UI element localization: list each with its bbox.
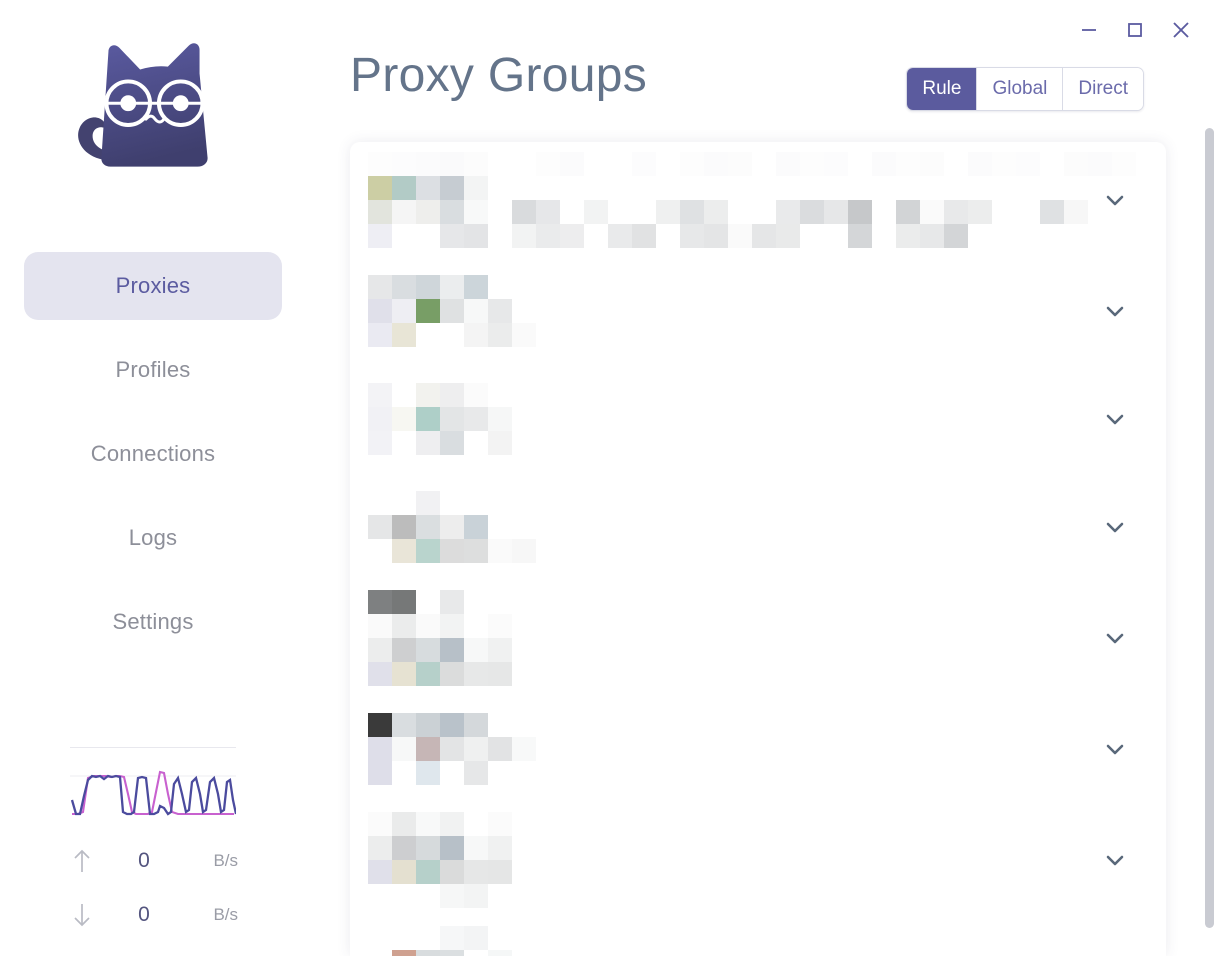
mode-button-label: Global (992, 78, 1048, 99)
sidebar-item-label: Connections (90, 441, 216, 466)
sidebar-item-settings[interactable]: Settings (24, 588, 282, 656)
sidebar-item-connections[interactable]: Connections (24, 420, 282, 488)
chevron-down-icon[interactable] (1102, 298, 1128, 324)
sidebar-item-label: Settings (112, 609, 194, 634)
chevron-down-icon[interactable] (1102, 187, 1128, 213)
sidebar-nav: Proxies Profiles Connections Logs Settin… (0, 252, 306, 672)
row-spacer (350, 572, 1166, 590)
row-spacer (350, 794, 1166, 812)
traffic-sparkline-chart (70, 770, 236, 816)
proxy-group-row[interactable] (350, 266, 1166, 356)
main-content: Proxy Groups Rule Global Direct DIRECT (306, 0, 1222, 956)
sidebar: Proxies Profiles Connections Logs Settin… (0, 0, 306, 956)
arrow-up-icon (60, 848, 104, 874)
row-spacer (350, 908, 1166, 926)
sidebar-item-profiles[interactable]: Profiles (24, 336, 282, 404)
traffic-divider (70, 747, 236, 748)
page-header: Proxy Groups Rule Global Direct (306, 0, 1222, 142)
maximize-button[interactable] (1112, 7, 1158, 53)
proxy-group-row[interactable] (350, 926, 1166, 956)
proxy-groups-panel: DIRECT (350, 142, 1166, 956)
page-title: Proxy Groups (350, 49, 648, 102)
chevron-down-icon[interactable] (1102, 625, 1128, 651)
redacted-group-content (368, 383, 512, 455)
proxy-group-row[interactable] (350, 812, 1166, 908)
main-scrollbar[interactable] (1205, 128, 1214, 948)
traffic-widget: 0 B/s 0 B/s (0, 747, 306, 956)
mode-button-global[interactable]: Global (977, 68, 1064, 110)
scrollbar-thumb[interactable] (1205, 128, 1214, 928)
chevron-down-icon[interactable] (1102, 514, 1128, 540)
mode-button-label: Direct (1078, 78, 1128, 99)
close-icon (1173, 22, 1189, 38)
redacted-group-content (368, 812, 512, 908)
download-speed-unit: B/s (213, 905, 238, 924)
sidebar-item-proxies[interactable]: Proxies (24, 252, 282, 320)
window-titlebar (992, 0, 1222, 60)
maximize-icon (1128, 23, 1142, 37)
mode-switch: Rule Global Direct (906, 67, 1144, 111)
redacted-group-content (368, 152, 1136, 248)
proxy-group-row[interactable] (350, 374, 1166, 464)
minimize-icon (1082, 29, 1096, 31)
sidebar-item-label: Profiles (115, 357, 191, 382)
row-spacer (350, 248, 1166, 266)
proxy-group-row[interactable] (350, 152, 1166, 248)
redacted-group-content (368, 713, 536, 785)
sidebar-item-logs[interactable]: Logs (24, 504, 282, 572)
close-button[interactable] (1158, 7, 1204, 53)
minimize-button[interactable] (1066, 7, 1112, 53)
row-spacer (350, 464, 1166, 482)
mode-button-label: Rule (922, 78, 962, 99)
mode-button-direct[interactable]: Direct (1063, 68, 1143, 110)
traffic-download-row: 0 B/s (60, 888, 246, 942)
proxy-group-row[interactable] (350, 590, 1166, 686)
chevron-down-icon[interactable] (1102, 736, 1128, 762)
sidebar-item-label: Proxies (115, 273, 191, 298)
arrow-down-icon (60, 902, 104, 928)
traffic-upload-row: 0 B/s (60, 834, 246, 888)
upload-speed-unit: B/s (213, 851, 238, 870)
download-speed-value: 0 (138, 903, 150, 926)
clash-cat-logo-icon (78, 43, 208, 167)
redacted-group-content (368, 926, 536, 956)
row-spacer (350, 356, 1166, 374)
chevron-down-icon[interactable] (1102, 847, 1128, 873)
proxy-group-row[interactable] (350, 482, 1166, 572)
proxy-group-row[interactable] (350, 704, 1166, 794)
redacted-group-content (368, 590, 512, 686)
proxy-groups-list: DIRECT (350, 142, 1166, 956)
mode-button-rule[interactable]: Rule (907, 68, 978, 110)
sidebar-item-label: Logs (128, 525, 178, 550)
proxy-groups-panel-wrap: DIRECT (306, 142, 1222, 956)
upload-speed-value: 0 (138, 849, 150, 872)
row-spacer (350, 686, 1166, 704)
chevron-down-icon[interactable] (1102, 406, 1128, 432)
redacted-group-content (368, 275, 536, 347)
redacted-group-content (368, 491, 536, 563)
